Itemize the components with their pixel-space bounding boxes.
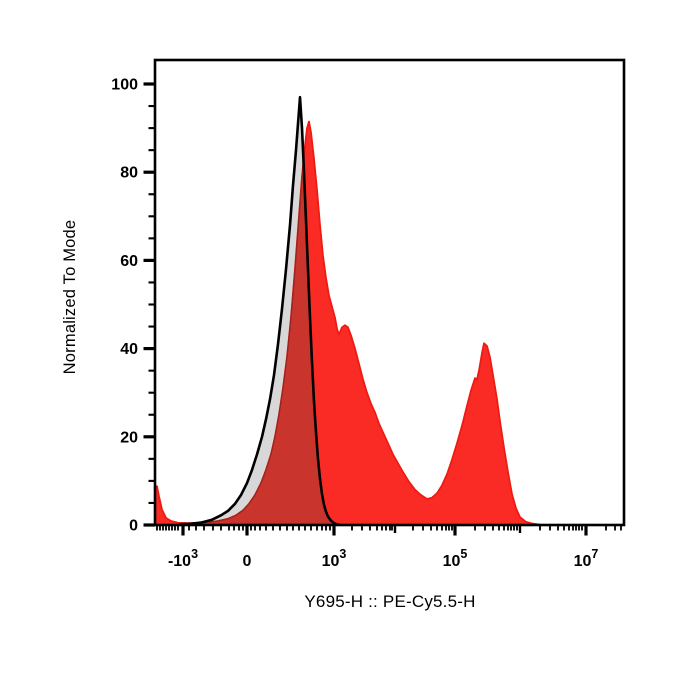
y-tick-label: 60 xyxy=(120,253,138,270)
x-tick-label: -103 xyxy=(168,547,198,570)
y-tick-label: 80 xyxy=(120,165,138,182)
y-tick-label: 40 xyxy=(120,341,138,358)
control-histogram-outline xyxy=(178,95,342,525)
x-tick-label: 0 xyxy=(243,553,252,570)
x-tick-label: 107 xyxy=(574,547,599,570)
sample-histogram xyxy=(155,120,546,525)
x-axis-ticks: -103 0 103 105 107 xyxy=(156,525,622,570)
y-axis-title: Normalized To Mode xyxy=(61,219,79,375)
x-axis-title: Y695-H :: PE-Cy5.5-H xyxy=(304,592,476,611)
y-tick-label: 100 xyxy=(111,77,138,94)
histogram-curves xyxy=(155,95,546,525)
y-tick-label: 0 xyxy=(129,518,138,535)
y-axis-ticks: 0 20 40 60 80 100 xyxy=(111,77,155,535)
x-tick-label: 105 xyxy=(443,547,468,570)
y-tick-label: 20 xyxy=(120,429,138,446)
x-tick-label: 103 xyxy=(322,547,347,570)
